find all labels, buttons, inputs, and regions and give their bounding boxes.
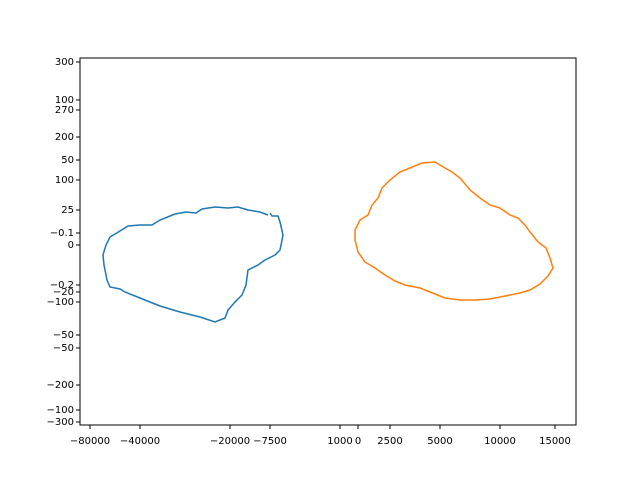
y-tick-label: 100	[55, 175, 74, 186]
x-tick-label: 1000	[327, 436, 352, 447]
y-tick-label: −0.1	[50, 228, 74, 239]
y-tick-label: −200	[47, 380, 74, 391]
x-tick-label: −7500	[253, 436, 287, 447]
x-tick-label: 5000	[427, 436, 452, 447]
y-tick-label: 0	[68, 240, 74, 251]
y-tick-label: 270	[55, 105, 74, 116]
x-tick-label: 0	[355, 436, 361, 447]
outline	[102, 206, 284, 323]
y-tick-label: 200	[55, 132, 74, 143]
y-tick-label: −100	[47, 405, 74, 416]
x-tick-label: 2500	[377, 436, 402, 447]
x-tick-label: 10000	[484, 436, 516, 447]
x-tick-label: 15000	[539, 436, 571, 447]
y-tick-label: −300	[47, 417, 74, 428]
y-tick-label: −100	[47, 297, 74, 308]
x-tick-label: −20000	[210, 436, 250, 447]
y-tick-label: 100	[55, 95, 74, 106]
x-tick-label: −40000	[120, 436, 160, 447]
y-tick-label: 300	[55, 57, 74, 68]
x-tick-label: −80000	[70, 436, 110, 447]
y-tick-label: −50	[53, 330, 74, 341]
y-tick-label: 25	[61, 205, 74, 216]
y-tick-label: −0.2	[50, 280, 74, 291]
plot-frame	[79, 57, 577, 426]
y-tick-label: −20	[53, 287, 74, 298]
outline	[354, 161, 554, 301]
y-tick-label: 50	[61, 155, 74, 166]
y-tick-label: −50	[53, 343, 74, 354]
